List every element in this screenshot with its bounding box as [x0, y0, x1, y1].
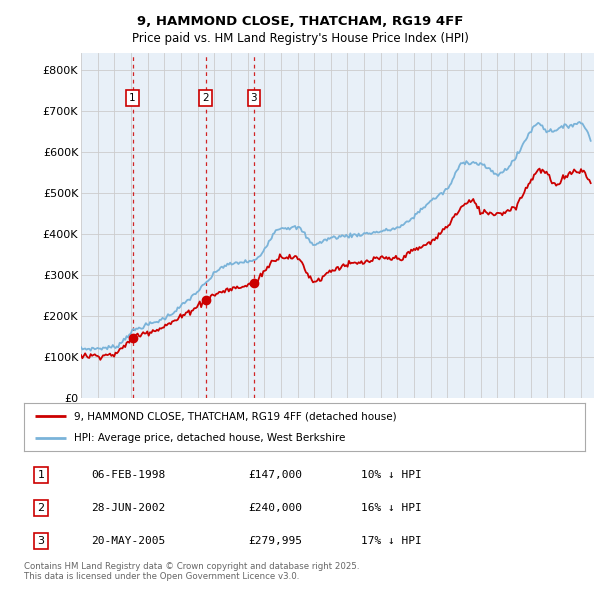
Text: £240,000: £240,000: [248, 503, 302, 513]
Text: 9, HAMMOND CLOSE, THATCHAM, RG19 4FF: 9, HAMMOND CLOSE, THATCHAM, RG19 4FF: [137, 15, 463, 28]
Text: 10% ↓ HPI: 10% ↓ HPI: [361, 470, 421, 480]
Text: 17% ↓ HPI: 17% ↓ HPI: [361, 536, 421, 546]
Text: 2: 2: [37, 503, 44, 513]
Text: Contains HM Land Registry data © Crown copyright and database right 2025.
This d: Contains HM Land Registry data © Crown c…: [24, 562, 359, 581]
Text: 3: 3: [251, 93, 257, 103]
Text: 20-MAY-2005: 20-MAY-2005: [91, 536, 166, 546]
Text: 1: 1: [37, 470, 44, 480]
Text: 3: 3: [37, 536, 44, 546]
Text: 28-JUN-2002: 28-JUN-2002: [91, 503, 166, 513]
Text: 9, HAMMOND CLOSE, THATCHAM, RG19 4FF (detached house): 9, HAMMOND CLOSE, THATCHAM, RG19 4FF (de…: [74, 411, 397, 421]
Text: £147,000: £147,000: [248, 470, 302, 480]
Text: Price paid vs. HM Land Registry's House Price Index (HPI): Price paid vs. HM Land Registry's House …: [131, 32, 469, 45]
Text: 06-FEB-1998: 06-FEB-1998: [91, 470, 166, 480]
Text: £279,995: £279,995: [248, 536, 302, 546]
Text: 1: 1: [129, 93, 136, 103]
Text: 16% ↓ HPI: 16% ↓ HPI: [361, 503, 421, 513]
Text: HPI: Average price, detached house, West Berkshire: HPI: Average price, detached house, West…: [74, 433, 346, 443]
Text: 2: 2: [202, 93, 209, 103]
